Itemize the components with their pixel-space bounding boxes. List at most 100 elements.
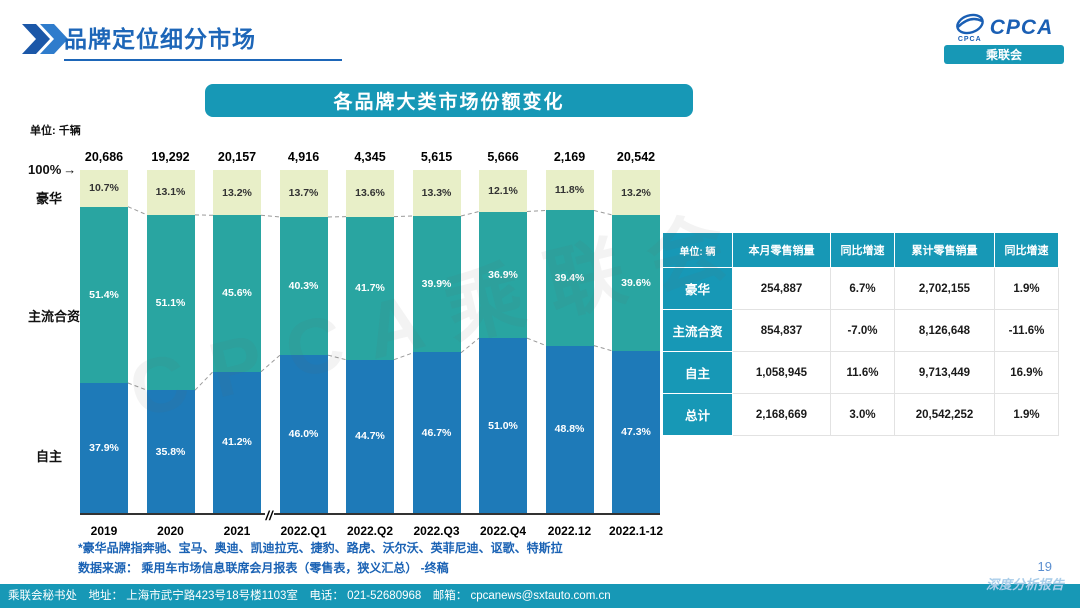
bar-segment-domestic: 35.8%: [146, 390, 195, 513]
table-cell: 8,126,648: [894, 309, 995, 352]
y-axis-luxury-label: 豪华: [36, 191, 63, 206]
bar-segment-jv: 51.1%: [146, 214, 195, 391]
table-cell: 2,702,155: [894, 267, 995, 310]
bar-segment-jv: 51.4%: [80, 206, 128, 383]
logo-small-text: CPCA: [957, 36, 982, 43]
table-row: 自主 1,058,945 11.6% 9,713,449 16.9%: [662, 351, 1059, 394]
table-cell: -7.0%: [830, 309, 895, 352]
row-label: 总计: [662, 393, 733, 436]
bar-segment-luxury: 11.8%: [545, 170, 594, 211]
x-axis-label: 2022.Q3: [413, 524, 460, 538]
bar-segment-luxury: 13.1%: [146, 170, 195, 215]
bar-total-label: 20,157: [217, 150, 257, 164]
bar-segment-jv: 41.7%: [346, 216, 394, 360]
bar-segment-domestic: 46.0%: [279, 355, 328, 513]
chart-title-banner: 各品牌大类市场份额变化: [205, 84, 693, 117]
bar-total-label: 4,345: [354, 150, 386, 164]
bar-column: 20,157 13.2% 45.6% 41.2% 2021: [213, 150, 261, 538]
table-header-cell: 单位: 辆: [662, 232, 733, 268]
bar-total-label: 19,292: [151, 150, 190, 164]
table-cell: 1,058,945: [732, 351, 831, 394]
bar-column: 4,345 13.6% 41.7% 44.7% 2022.Q2: [346, 150, 394, 538]
table-cell: 11.6%: [830, 351, 895, 394]
footer-bar: 乘联会秘书处 地址： 上海市武宁路423号18号楼1103室 电话： 021-5…: [0, 584, 1080, 608]
summary-table: 单位: 辆 本月零售销量 同比增速 累计零售销量 同比增速 豪华 254,887…: [662, 232, 1059, 436]
x-axis-label: 2021: [223, 524, 251, 538]
x-axis-label: 2022.Q2: [346, 524, 394, 538]
table-row: 主流合资 854,837 -7.0% 8,126,648 -11.6%: [662, 309, 1059, 352]
x-axis-label: 2019: [90, 524, 118, 538]
bar-segment-jv: 40.3%: [279, 216, 328, 356]
row-label: 豪华: [662, 267, 733, 310]
axis-break: //: [264, 508, 274, 523]
bar-segment-luxury: 13.6%: [346, 170, 394, 217]
table-cell: 9,713,449: [894, 351, 995, 394]
bar-segment-domestic: 41.2%: [213, 371, 261, 513]
table-header-cell: 累计零售销量: [894, 232, 995, 268]
cpca-logo: CPCA CPCA 乘联会: [944, 12, 1064, 64]
bar-segment-domestic: 46.7%: [412, 352, 461, 513]
table-header-row: 单位: 辆 本月零售销量 同比增速 累计零售销量 同比增速: [662, 232, 1059, 268]
bar-segment-luxury: 13.3%: [412, 170, 461, 216]
arrow-right-icon: →: [63, 162, 77, 177]
bar-segment-luxury: 12.1%: [479, 170, 527, 212]
bar-total-label: 20,686: [84, 150, 124, 164]
logo-subtext: 乘联会: [944, 45, 1064, 64]
bar-column: 5,615 13.3% 39.9% 46.7% 2022.Q3: [412, 150, 461, 538]
bar-column: 2,169 11.8% 39.4% 48.8% 2022.12: [545, 150, 594, 538]
footer-contact-text: 乘联会秘书处 地址： 上海市武宁路423号18号楼1103室 电话： 021-5…: [8, 590, 611, 602]
bar-total-label: 5,615: [420, 150, 453, 164]
title-underline: [64, 59, 342, 61]
bar-column: 19,292 13.1% 51.1% 35.8% 2020: [146, 150, 195, 538]
page-title: 品牌定位细分市场: [64, 26, 256, 52]
bar-segment-jv: 39.4%: [545, 210, 594, 346]
bar-segment-domestic: 37.9%: [80, 382, 128, 513]
bar-segment-domestic: 47.3%: [612, 350, 660, 513]
table-row: 豪华 254,887 6.7% 2,702,155 1.9%: [662, 267, 1059, 310]
x-axis-label: 2022.12: [547, 524, 592, 538]
bar-column: 20,686 10.7% 51.4% 37.9% 2019: [80, 150, 128, 538]
y-axis-100-label: 100% →: [28, 162, 77, 177]
unit-label: 单位: 千辆: [30, 125, 81, 137]
bar-column: 20,542 13.2% 39.6% 47.3% 2022.1-12: [609, 150, 663, 538]
bar-segment-domestic: 48.8%: [545, 345, 594, 513]
bar-total-label: 2,169: [553, 150, 586, 164]
table-cell: 854,837: [732, 309, 831, 352]
table-cell: -11.6%: [994, 309, 1059, 352]
bar-segment-luxury: 13.2%: [213, 170, 261, 216]
table-cell: 2,168,669: [732, 393, 831, 436]
header: 品牌定位细分市场: [64, 20, 342, 61]
x-axis-label: 2020: [157, 524, 184, 538]
footnote-data-source: 数据来源： 乘用车市场信息联席会月报表（零售表，狭义汇总） -终稿: [78, 561, 449, 575]
table-cell: 254,887: [732, 267, 831, 310]
y-axis-jv-label: 主流合资: [28, 309, 81, 324]
table-header-cell: 本月零售销量: [732, 232, 831, 268]
row-label: 自主: [662, 351, 733, 394]
bar-segment-luxury: 13.2%: [612, 170, 660, 216]
chart-title: 各品牌大类市场份额变化: [333, 92, 565, 113]
bar-total-label: 4,916: [287, 150, 320, 164]
chevrons-icon: [22, 24, 68, 54]
table-cell: 20,542,252: [894, 393, 995, 436]
bar-column: 4,916 13.7% 40.3% 46.0% 2022.Q1: [279, 150, 328, 538]
table-cell: 1.9%: [994, 267, 1059, 310]
x-axis-label: 2022.Q1: [280, 524, 327, 538]
logo-cpca-text: CPCA: [989, 15, 1054, 39]
bar-segment-jv: 39.6%: [612, 215, 660, 351]
page-number: 19: [1037, 559, 1052, 574]
table-cell: 1.9%: [994, 393, 1059, 436]
bar-total-label: 5,666: [487, 150, 519, 164]
bar-segment-jv: 45.6%: [213, 215, 261, 372]
y-axis-domestic-label: 自主: [36, 449, 63, 464]
bar-segment-jv: 39.9%: [412, 215, 461, 353]
footnotes: *豪华品牌指奔驰、宝马、奥迪、凯迪拉克、捷豹、路虎、沃尔沃、英菲尼迪、讴歌、特斯…: [78, 538, 563, 578]
table-cell: 16.9%: [994, 351, 1059, 394]
bar-total-label: 20,542: [616, 150, 656, 164]
table-header-cell: 同比增速: [830, 232, 895, 268]
table-cell: 3.0%: [830, 393, 895, 436]
bar-plot: 20,686 10.7% 51.4% 37.9% 2019 19,292 13.1% 51.1…: [80, 150, 663, 538]
x-axis-label: 2022.Q4: [479, 524, 527, 538]
table-row: 总计 2,168,669 3.0% 20,542,252 1.9%: [662, 393, 1059, 436]
table-cell: 6.7%: [830, 267, 895, 310]
bar-column: 5,666 12.1% 36.9% 51.0% 2022.Q4: [479, 150, 527, 538]
